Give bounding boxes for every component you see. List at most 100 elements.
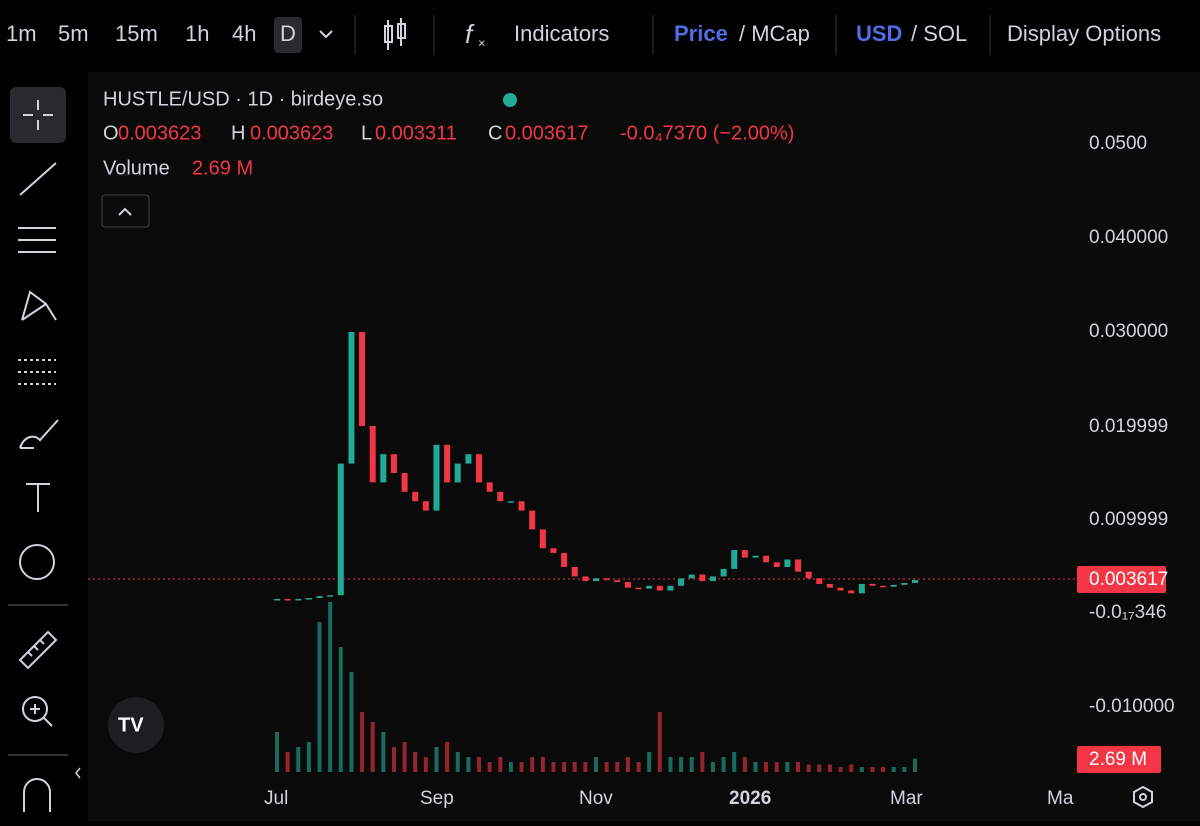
candle: [667, 585, 674, 591]
candle: [890, 584, 897, 587]
candle: [401, 473, 408, 492]
volume-bar: [306, 742, 311, 772]
l-value: 0.003311: [375, 122, 457, 144]
interval[interactable]: 5m: [58, 21, 89, 46]
volume-bar: [870, 767, 875, 772]
collapse-icon[interactable]: [75, 767, 81, 779]
volume-bar: [487, 762, 492, 772]
volume-bar: [774, 762, 779, 772]
volume-bar: [445, 742, 450, 772]
indicators[interactable]: Indicators: [514, 21, 609, 46]
volume-bar: [349, 672, 354, 772]
candle: [784, 559, 791, 567]
last-price-tag: [1077, 566, 1166, 593]
brush-tool[interactable]: [19, 419, 59, 449]
top-toolbar: 1m 5m 15m 1h 4h D f × Indicators Price /…: [6, 15, 1161, 55]
time-axis: Jul Sep Nov 2026 Mar Ma: [264, 788, 1074, 809]
candle: [529, 510, 536, 530]
candle: [773, 562, 780, 567]
zoom-tool[interactable]: [22, 696, 48, 722]
display-options[interactable]: Display Options: [1007, 21, 1161, 46]
line-tool[interactable]: [19, 162, 57, 196]
candle: [305, 598, 312, 600]
mcap-toggle[interactable]: / MCap: [739, 21, 810, 46]
interval[interactable]: 4h: [232, 21, 256, 46]
pattern-tool[interactable]: [21, 290, 57, 321]
fx-icon[interactable]: ×: [478, 35, 486, 50]
volume-bar: [700, 752, 705, 772]
candle: [497, 491, 504, 502]
emoji-tool[interactable]: [19, 544, 55, 580]
volume-bar: [508, 762, 513, 772]
volume-bar: [817, 764, 822, 772]
volume-bar: [689, 757, 694, 772]
zoom-tool[interactable]: [30, 704, 53, 727]
candle: [369, 426, 376, 483]
volume-bar: [328, 602, 333, 772]
symbol: HUSTLE/USD · 1D · birdeye.so: [103, 88, 383, 110]
candle: [646, 585, 653, 589]
volume-bar: [679, 757, 684, 772]
interval[interactable]: 1m: [6, 21, 37, 46]
volume-bar: [647, 752, 652, 772]
ruler-tool[interactable]: [18, 630, 58, 670]
text-tool[interactable]: [26, 483, 50, 512]
volume-bar: [370, 722, 375, 772]
usd-toggle[interactable]: USD: [856, 21, 902, 46]
settings-icon[interactable]: [1133, 785, 1153, 809]
tv-logo[interactable]: [108, 697, 164, 753]
candle: [444, 444, 451, 483]
volume-bar: [296, 747, 301, 772]
candle: [507, 501, 514, 503]
candle: [795, 559, 802, 572]
fx-icon[interactable]: f: [465, 19, 475, 49]
volume-bar: [530, 757, 535, 772]
time-label: Nov: [579, 788, 613, 809]
volume-bar: [285, 752, 290, 772]
collapse-legend[interactable]: [101, 194, 150, 228]
magnet-tool[interactable]: [23, 778, 51, 812]
dropdown-icon[interactable]: [319, 30, 333, 39]
candle: [284, 598, 291, 601]
fib-tool[interactable]: [18, 227, 56, 253]
volume-bar: [562, 762, 567, 772]
candle: [741, 550, 748, 558]
price-label: 0.009999: [1089, 509, 1168, 530]
candle: [624, 582, 631, 588]
crosshair-tool[interactable]: [23, 100, 53, 130]
h-label: H: [231, 122, 245, 144]
candle-icon[interactable]: [384, 18, 406, 50]
volume-bar: [402, 742, 407, 772]
candle: [433, 444, 440, 511]
candle: [561, 552, 568, 567]
interval[interactable]: 15m: [115, 21, 158, 46]
volume-bar: [572, 762, 577, 772]
candle: [901, 582, 908, 585]
candle: [826, 583, 833, 588]
volume-bar: [338, 647, 343, 772]
series: [274, 332, 918, 772]
volume-bar: [391, 747, 396, 772]
candle: [274, 598, 280, 601]
candle: [593, 578, 599, 582]
price-label: 0.0500: [1089, 133, 1147, 154]
interval[interactable]: 1h: [185, 21, 209, 46]
candle: [614, 580, 621, 583]
volume-bar: [519, 762, 524, 772]
last-price: 0.003617: [1089, 569, 1168, 590]
volume-bar: [466, 757, 471, 772]
price-label: 0.030000: [1089, 321, 1168, 342]
o-value: 0.003623: [118, 122, 201, 144]
volume-bar: [583, 762, 588, 772]
candle: [422, 501, 429, 511]
volume-bar: [764, 762, 769, 772]
candle: [316, 596, 323, 599]
sol-toggle[interactable]: / SOL: [911, 21, 967, 46]
projection-tool[interactable]: [18, 359, 56, 385]
candle: [380, 454, 387, 483]
price-toggle[interactable]: Price: [674, 21, 728, 46]
time-label: 2026: [729, 788, 771, 809]
volume-bar: [859, 767, 864, 772]
interval[interactable]: D: [280, 21, 296, 46]
